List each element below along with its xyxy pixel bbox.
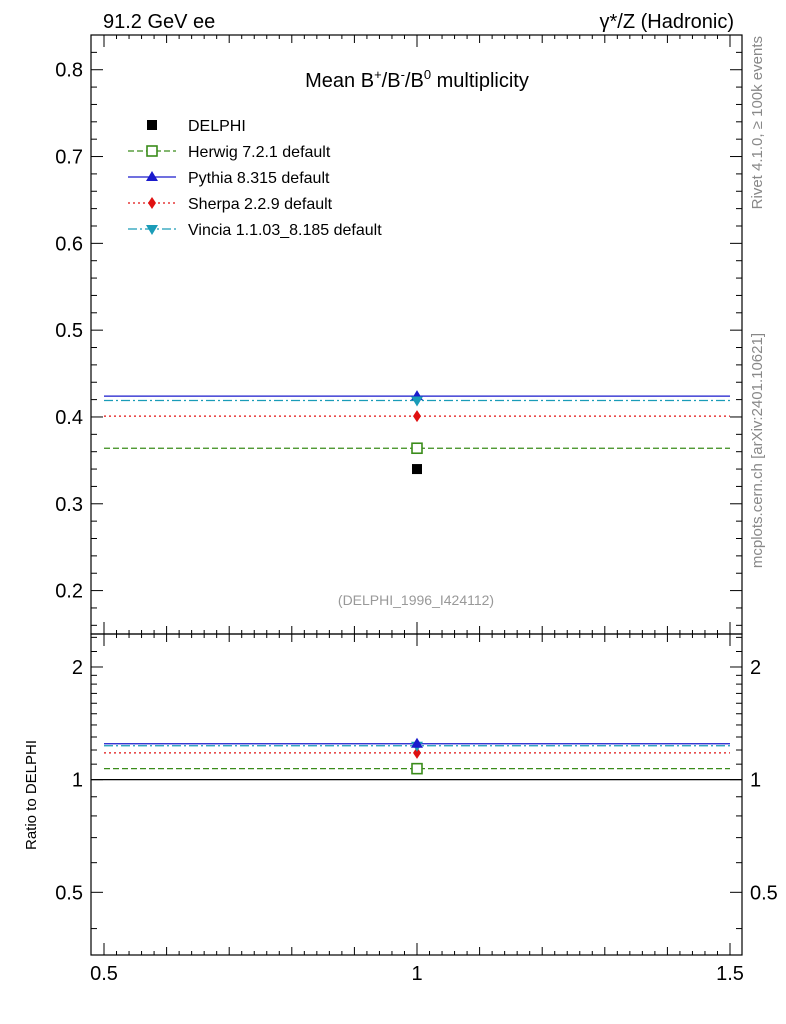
main-panel: 0.20.30.40.50.60.70.8 Mean B+/B-/B0 multi… — [55, 34, 743, 635]
y-tick-label: 0.3 — [55, 494, 83, 516]
legend-marker-vincia — [146, 225, 158, 235]
x-tick-label: 0.5 — [90, 963, 118, 985]
legend-marker-herwig — [146, 145, 158, 157]
chart-title: Mean B+/B-/B0 multiplicity — [305, 67, 529, 92]
legend-entry-herwig: Herwig 7.2.1 default — [188, 144, 331, 161]
ratio-y-tick-label-left: 0.5 — [55, 882, 83, 904]
pythia-ratio-point — [411, 737, 423, 748]
ratio-y-tick-label-right: 1 — [750, 770, 761, 792]
ratio-panel: 0.5 0.5 1 1 2 2 Ratio to DELPHI 0.5 1 1.5 — [23, 633, 778, 985]
title-text: /B — [405, 70, 424, 92]
legend-entry-pythia: Pythia 8.315 default — [188, 170, 330, 187]
rivet-version-label: Rivet 4.1.0, ≥ 100k events — [749, 36, 766, 209]
data-point — [412, 464, 422, 475]
title-text: Mean B — [305, 70, 374, 92]
legend-entry-data: DELPHI — [188, 118, 246, 135]
ratio-y-tick-label-left: 2 — [72, 657, 83, 679]
herwig-ratio-point — [411, 762, 423, 775]
ratio-y-tick-label-right: 2 — [750, 657, 761, 679]
title-superscript: + — [374, 67, 382, 82]
herwig-point — [411, 442, 423, 455]
title-text: /B — [382, 70, 401, 92]
ratio-y-tick-label-left: 1 — [72, 770, 83, 792]
legend-marker-sherpa — [148, 197, 156, 209]
ratio-y-axis-label: Ratio to DELPHI — [23, 740, 40, 850]
y-tick-label: 0.5 — [55, 320, 83, 342]
y-tick-label: 0.2 — [55, 581, 83, 603]
y-tick-label: 0.8 — [55, 60, 83, 82]
vincia-point — [411, 396, 423, 407]
analysis-id-label: (DELPHI_1996_I424112) — [338, 592, 494, 608]
x-tick-label: 1.5 — [716, 963, 744, 985]
title-superscript: - — [401, 67, 405, 82]
sherpa-ratio-point — [413, 746, 421, 759]
y-tick-label: 0.7 — [55, 147, 83, 169]
process-label: γ*/Z (Hadronic) — [600, 11, 734, 33]
legend-entry-vincia: Vincia 1.1.03_8.185 default — [188, 222, 382, 239]
energy-label: 91.2 GeV ee — [103, 11, 215, 33]
y-tick-label: 0.6 — [55, 233, 83, 255]
legend-marker-data — [147, 120, 157, 130]
ratio-y-tick-label-right: 0.5 — [750, 882, 778, 904]
legend-entry-sherpa: Sherpa 2.2.9 default — [188, 196, 333, 213]
legend-marker-pythia — [146, 171, 158, 181]
ratio-plot-frame — [90, 633, 743, 956]
sherpa-point — [413, 410, 421, 423]
title-superscript: 0 — [424, 67, 431, 82]
mcplots-label: mcplots.cern.ch [arXiv:2401.10621] — [749, 333, 766, 568]
x-tick-label: 1 — [411, 963, 422, 985]
title-text: multiplicity — [431, 70, 529, 92]
y-tick-label: 0.4 — [55, 407, 83, 429]
